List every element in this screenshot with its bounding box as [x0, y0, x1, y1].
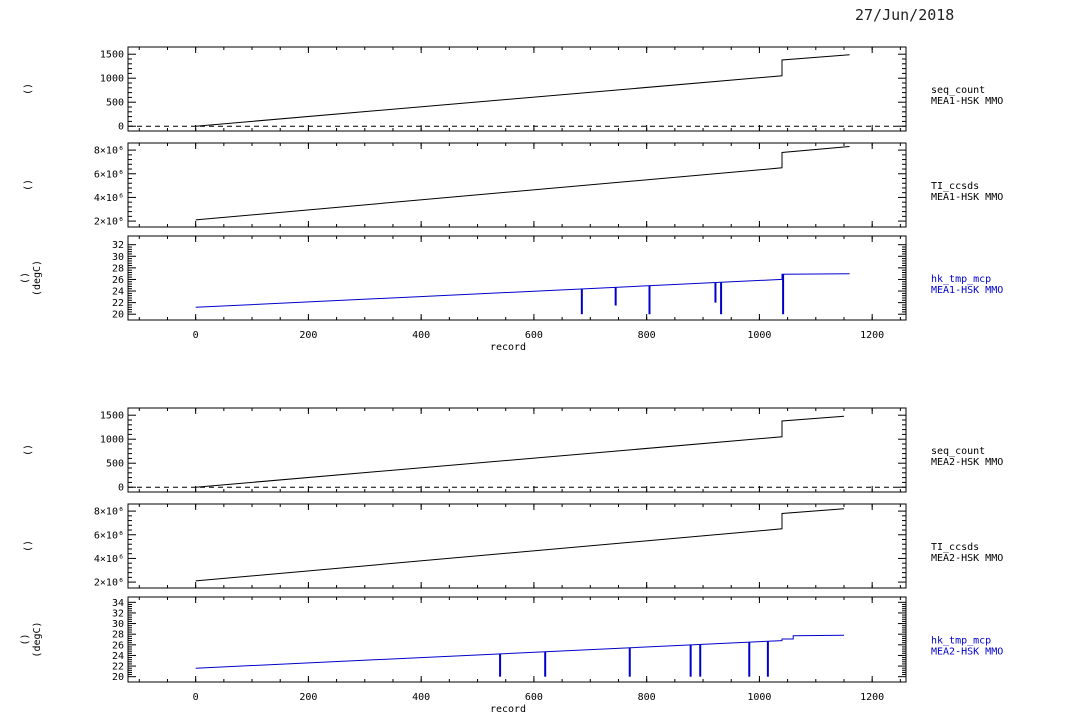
panel-3-ytick-label: 30	[112, 252, 124, 263]
panel-2-ytick-label: 8×10⁶	[94, 146, 124, 157]
group-1-xtick-label: 0	[193, 330, 199, 341]
panel-4-legend-source: MEA2-HSK MMO	[931, 457, 1003, 468]
panel-2-legend-source: MEA1-HSK MMO	[931, 192, 1003, 203]
group-1-xtick-label: 400	[412, 330, 430, 341]
panel-6-ytick-label: 20	[112, 672, 124, 683]
panel-5-ytick-label: 6×10⁶	[94, 530, 124, 541]
panel-5-ytick-label: 2×10⁶	[94, 578, 124, 589]
panel-1-series-line	[195, 54, 850, 127]
panel-4-ytick-label: 1500	[100, 411, 124, 422]
panel-4-series-line	[195, 415, 845, 488]
panel-4-frame	[127, 407, 907, 493]
panel-3-ylabel: ()	[20, 272, 31, 284]
group-1-xtick-label: 800	[638, 330, 656, 341]
panel-3-ytick-label: 24	[112, 287, 124, 298]
panel-5-ytick-label: 4×10⁶	[94, 554, 124, 565]
group-1-xtick-label: 1200	[860, 330, 884, 341]
panel-6-legend-name: hk_tmp_mcp	[931, 636, 991, 647]
panel-3-legend-source: MEA1-HSK MMO	[931, 285, 1003, 296]
panel-1-ytick-label: 0	[118, 122, 124, 133]
group-2-xtick-label: 0	[193, 692, 199, 703]
panel-5-ytick-label: 8×10⁶	[94, 507, 124, 518]
panel-1-ytick-label: 1000	[100, 74, 124, 85]
group-2-xtick-label: 800	[638, 692, 656, 703]
panel-3-ytick-label: 28	[112, 263, 124, 274]
panel-1-ylabel: ()	[23, 83, 34, 95]
group-2-xaxis-label: record	[490, 704, 526, 715]
panel-3-frame	[127, 235, 907, 321]
panel-5-legend-source: MEA2-HSK MMO	[931, 553, 1003, 564]
panel-6-ytick-label: 32	[112, 608, 124, 619]
panel-5-legend-name: TI_ccsds	[931, 542, 979, 553]
panel-6-ylabel: ()	[20, 633, 31, 645]
panel-1-ytick-label: 500	[106, 98, 124, 109]
panel-5-series-line	[195, 508, 845, 582]
panel-3-ytick-label: 20	[112, 310, 124, 321]
panel-6-frame	[127, 596, 907, 683]
panel-2-series-line	[195, 146, 850, 221]
panel-1-legend-name: seq_count	[931, 85, 985, 96]
panel-2-ytick-label: 2×10⁶	[94, 217, 124, 228]
panel-2-ylabel: ()	[23, 179, 34, 191]
panel-1-ytick-label: 1500	[100, 50, 124, 61]
panel-4-ytick-label: 500	[106, 459, 124, 470]
group-2-xtick-label: 400	[412, 692, 430, 703]
panel-2-frame	[127, 142, 907, 228]
group-2-xtick-label: 1000	[747, 692, 771, 703]
panel-1-legend-source: MEA1-HSK MMO	[931, 96, 1003, 107]
group-2-xtick-label: 600	[525, 692, 543, 703]
panel-6-ytick-label: 34	[112, 598, 124, 609]
panel-1-frame	[127, 46, 907, 132]
group-1-xaxis-label: record	[490, 342, 526, 353]
group-2-xtick-label: 1200	[860, 692, 884, 703]
panel-5-ylabel: ()	[23, 540, 34, 552]
date-label: 27/Jun/2018	[855, 6, 955, 24]
panel-6-ytick-label: 24	[112, 651, 124, 662]
panel-3-ytick-label: 22	[112, 298, 124, 309]
panel-6-ylabel-unit: (degC)	[32, 621, 43, 657]
panel-3-ytick-label: 32	[112, 240, 124, 251]
panel-6-ytick-label: 28	[112, 630, 124, 641]
panel-6-legend-source: MEA2-HSK MMO	[931, 647, 1003, 658]
panel-6-ytick-label: 30	[112, 619, 124, 630]
group-1-xtick-label: 200	[299, 330, 317, 341]
panel-3-ylabel-unit: (degC)	[32, 260, 43, 296]
panel-3-legend-name: hk_tmp_mcp	[931, 274, 991, 285]
panel-2-legend-name: TI_ccsds	[931, 181, 979, 192]
panel-3-series-line	[195, 273, 850, 308]
panel-6-ytick-label: 26	[112, 640, 124, 651]
group-1-xtick-label: 600	[525, 330, 543, 341]
panel-2-ytick-label: 4×10⁶	[94, 193, 124, 204]
panel-6-ytick-label: 22	[112, 662, 124, 673]
panel-3-ytick-label: 26	[112, 275, 124, 286]
panel-5-frame	[127, 503, 907, 589]
group-1-xtick-label: 1000	[747, 330, 771, 341]
panel-4-ytick-label: 1000	[100, 435, 124, 446]
panel-6-series-line	[195, 634, 845, 669]
panel-4-ytick-label: 0	[118, 483, 124, 494]
panel-4-ylabel: ()	[23, 444, 34, 456]
panel-4-legend-name: seq_count	[931, 446, 985, 457]
panel-2-ytick-label: 6×10⁶	[94, 169, 124, 180]
group-2-xtick-label: 200	[299, 692, 317, 703]
